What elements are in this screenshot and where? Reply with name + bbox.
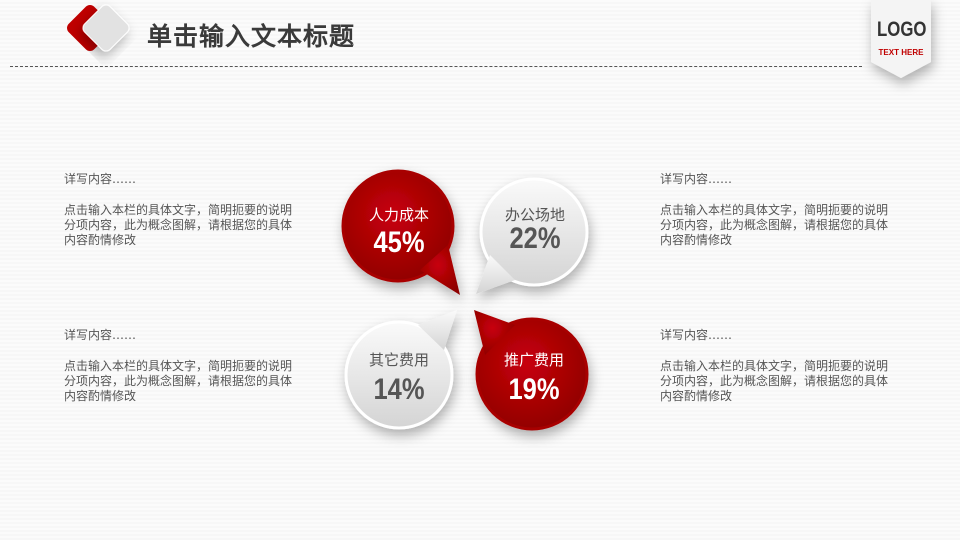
bubble-value: 14% [373, 373, 425, 406]
bubble-hr-cost [341, 169, 460, 295]
bubble-other [344, 310, 457, 430]
block-body: 点击输入本栏的具体文字，简明扼要的说明分项内容，此为概念图解，请根据您的具体内容… [660, 203, 889, 247]
block-heading: 详写内容…… [64, 172, 137, 186]
block-heading: 详写内容…… [64, 328, 137, 342]
text-block-top-left: 详写内容…… 点击输入本栏的具体文字，简明扼要的说明分项内容，此为概念图解，请根… [64, 172, 294, 248]
bubble-value: 45% [373, 226, 425, 259]
block-heading: 详写内容…… [660, 328, 733, 342]
block-body: 点击输入本栏的具体文字，简明扼要的说明分项内容，此为概念图解，请根据您的具体内容… [64, 359, 293, 403]
bubble-label: 其它费用 [368, 351, 429, 369]
bubble-label: 推广费用 [503, 351, 564, 369]
block-body: 点击输入本栏的具体文字，简明扼要的说明分项内容，此为概念图解，请根据您的具体内容… [64, 203, 293, 247]
logo-badge [871, 0, 931, 78]
title-icon [67, 4, 130, 52]
text-block-bottom-right: 详写内容…… 点击输入本栏的具体文字，简明扼要的说明分项内容，此为概念图解，请根… [660, 328, 890, 404]
title-divider [10, 66, 862, 67]
bubble-value: 19% [508, 373, 560, 406]
logo-text: LOGO [877, 18, 927, 41]
bubble-value: 22% [509, 222, 561, 255]
block-body: 点击输入本栏的具体文字，简明扼要的说明分项内容，此为概念图解，请根据您的具体内容… [660, 359, 889, 403]
text-block-top-right: 详写内容…… 点击输入本栏的具体文字，简明扼要的说明分项内容，此为概念图解，请根… [660, 172, 890, 248]
bubble-label: 办公场地 [504, 206, 565, 224]
bubble-promotion [474, 310, 589, 431]
logo-subtext: TEXT HERE [878, 48, 924, 57]
bubble-office [476, 177, 589, 294]
text-block-bottom-left: 详写内容…… 点击输入本栏的具体文字，简明扼要的说明分项内容，此为概念图解，请根… [64, 328, 294, 404]
block-heading: 详写内容…… [660, 172, 733, 186]
bubble-label: 人力成本 [368, 206, 429, 224]
page-title: 单击输入文本标题 [147, 22, 356, 51]
